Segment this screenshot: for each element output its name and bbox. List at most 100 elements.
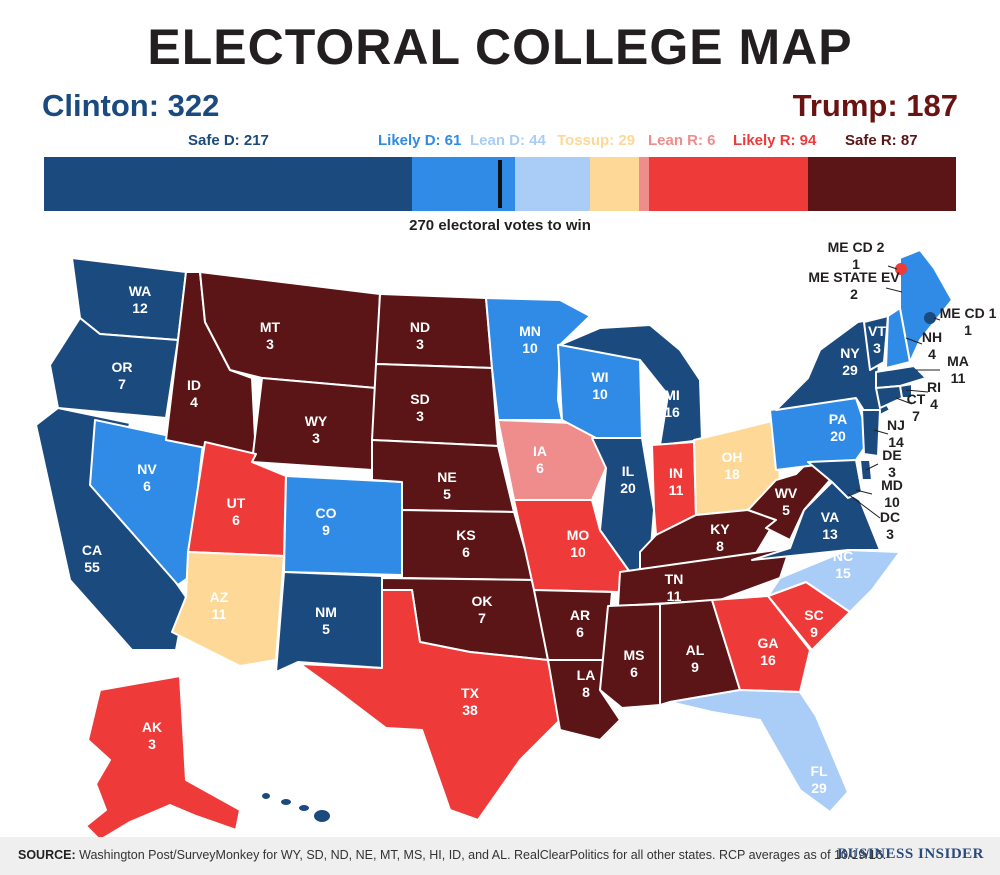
state-MA[interactable] xyxy=(875,365,927,389)
state-SD[interactable] xyxy=(371,363,499,447)
state-NJ[interactable] xyxy=(861,409,881,457)
label-ev: 11 xyxy=(212,606,227,622)
state-CO[interactable] xyxy=(283,475,403,576)
label-or: OR 7 xyxy=(112,359,133,392)
label-pa: PA 20 xyxy=(829,411,847,444)
state-FL[interactable] xyxy=(669,689,849,813)
category-safe-d-label: Safe D: 217 xyxy=(188,132,269,149)
state-CT[interactable] xyxy=(875,385,903,409)
label-al: AL 9 xyxy=(686,642,705,675)
label-abbr: MT xyxy=(260,319,281,335)
label-nm: NM 5 xyxy=(315,604,337,637)
label-ev: 6 xyxy=(462,544,470,560)
trump-total: Trump: 187 xyxy=(792,88,958,123)
label-ev: 6 xyxy=(232,512,240,528)
label-abbr: NE xyxy=(437,469,456,485)
state-VT[interactable] xyxy=(863,315,889,371)
label-me-state-ev: ME STATE EV 2 xyxy=(808,269,900,302)
label-ev: 12 xyxy=(132,300,148,316)
label-abbr: MD xyxy=(881,477,903,493)
label-abbr: DE xyxy=(882,447,901,463)
state-TN[interactable] xyxy=(617,547,791,607)
bar-segment-4 xyxy=(638,157,650,211)
label-wy: WY 3 xyxy=(305,413,328,446)
state-MI[interactable] xyxy=(559,324,703,446)
label-nh: NH 4 xyxy=(922,329,942,362)
state-MN[interactable] xyxy=(485,297,591,421)
category-likely-d-label: Likely D: 61 xyxy=(378,132,462,149)
label-tx: TX 38 xyxy=(461,685,480,718)
label-ev: 7 xyxy=(118,376,126,392)
bar-segment-0 xyxy=(44,157,412,211)
label-wi: WI 10 xyxy=(591,369,608,402)
label-ev: 6 xyxy=(576,624,584,640)
label-ev: 7 xyxy=(478,610,486,626)
label-abbr: UT xyxy=(227,495,246,511)
state-AZ[interactable] xyxy=(171,551,285,667)
state-AK[interactable] xyxy=(85,675,241,838)
label-abbr: MN xyxy=(519,323,541,339)
label-abbr: WY xyxy=(305,413,328,429)
me-cd1-dot xyxy=(924,312,936,324)
label-abbr: OH xyxy=(722,449,743,465)
state-ME[interactable] xyxy=(899,249,953,363)
label-ev: 14 xyxy=(888,434,904,450)
label-mt: MT 3 xyxy=(260,319,281,352)
label-fl: FL 29 xyxy=(810,763,828,796)
label-ev: 3 xyxy=(416,336,424,352)
label-abbr: MI xyxy=(664,387,680,403)
state-MS[interactable] xyxy=(599,603,661,709)
source-label: SOURCE: xyxy=(18,848,76,862)
state-AR[interactable] xyxy=(533,589,613,661)
label-ak: AK 3 xyxy=(142,719,162,752)
label-abbr: NY xyxy=(840,345,860,361)
state-GA[interactable] xyxy=(711,595,811,693)
label-abbr: GA xyxy=(758,635,779,651)
label-ev: 6 xyxy=(536,460,544,476)
state-MD[interactable] xyxy=(807,459,863,499)
label-ev: 7 xyxy=(912,408,920,424)
label-ev: 10 xyxy=(592,386,608,402)
label-wa: WA 12 xyxy=(129,283,152,316)
label-ne: NE 5 xyxy=(437,469,456,502)
label-abbr: IA xyxy=(533,443,547,459)
label-md: MD 10 xyxy=(881,477,903,510)
label-mo: MO 10 xyxy=(567,527,590,560)
label-abbr: RI xyxy=(927,379,941,395)
label-co: CO 9 xyxy=(316,505,337,538)
label-ev: 3 xyxy=(888,464,896,480)
label-in: IN 11 xyxy=(669,465,684,498)
label-dc: DC 3 xyxy=(880,509,900,542)
label-ev: 5 xyxy=(443,486,451,502)
label-ev: 3 xyxy=(312,430,320,446)
label-abbr: ND xyxy=(410,319,430,335)
label-abbr: NH xyxy=(922,329,942,345)
label-az: AZ 11 xyxy=(210,589,229,622)
state-WV[interactable] xyxy=(747,461,831,541)
label-ct: CT 7 xyxy=(907,391,926,424)
label-mn: MN 10 xyxy=(519,323,541,356)
label-abbr: AL xyxy=(686,642,705,658)
state-TX[interactable] xyxy=(299,589,561,821)
label-il: IL 20 xyxy=(620,463,636,496)
state-OR[interactable] xyxy=(49,317,179,419)
label-sd: SD 3 xyxy=(410,391,429,424)
state-ND[interactable] xyxy=(375,293,493,369)
label-hi: HI 4 xyxy=(295,729,309,762)
label-abbr: MS xyxy=(624,647,645,663)
label-ev: 16 xyxy=(760,652,776,668)
me-cd2-dot xyxy=(895,263,907,275)
label-ev: 3 xyxy=(873,340,881,356)
label-ev: 10 xyxy=(570,544,586,560)
label-ev: 1 xyxy=(852,256,860,272)
label-ev: 3 xyxy=(886,526,894,542)
label-ev: 9 xyxy=(322,522,330,538)
source-note: SOURCE: Washington Post/SurveyMonkey for… xyxy=(18,848,886,862)
label-ev: 6 xyxy=(630,664,638,680)
state-HI[interactable] xyxy=(260,791,332,824)
label-abbr: IL xyxy=(622,463,635,479)
category-lean-d-label: Lean D: 44 xyxy=(470,132,546,149)
label-va: VA 13 xyxy=(821,509,839,542)
